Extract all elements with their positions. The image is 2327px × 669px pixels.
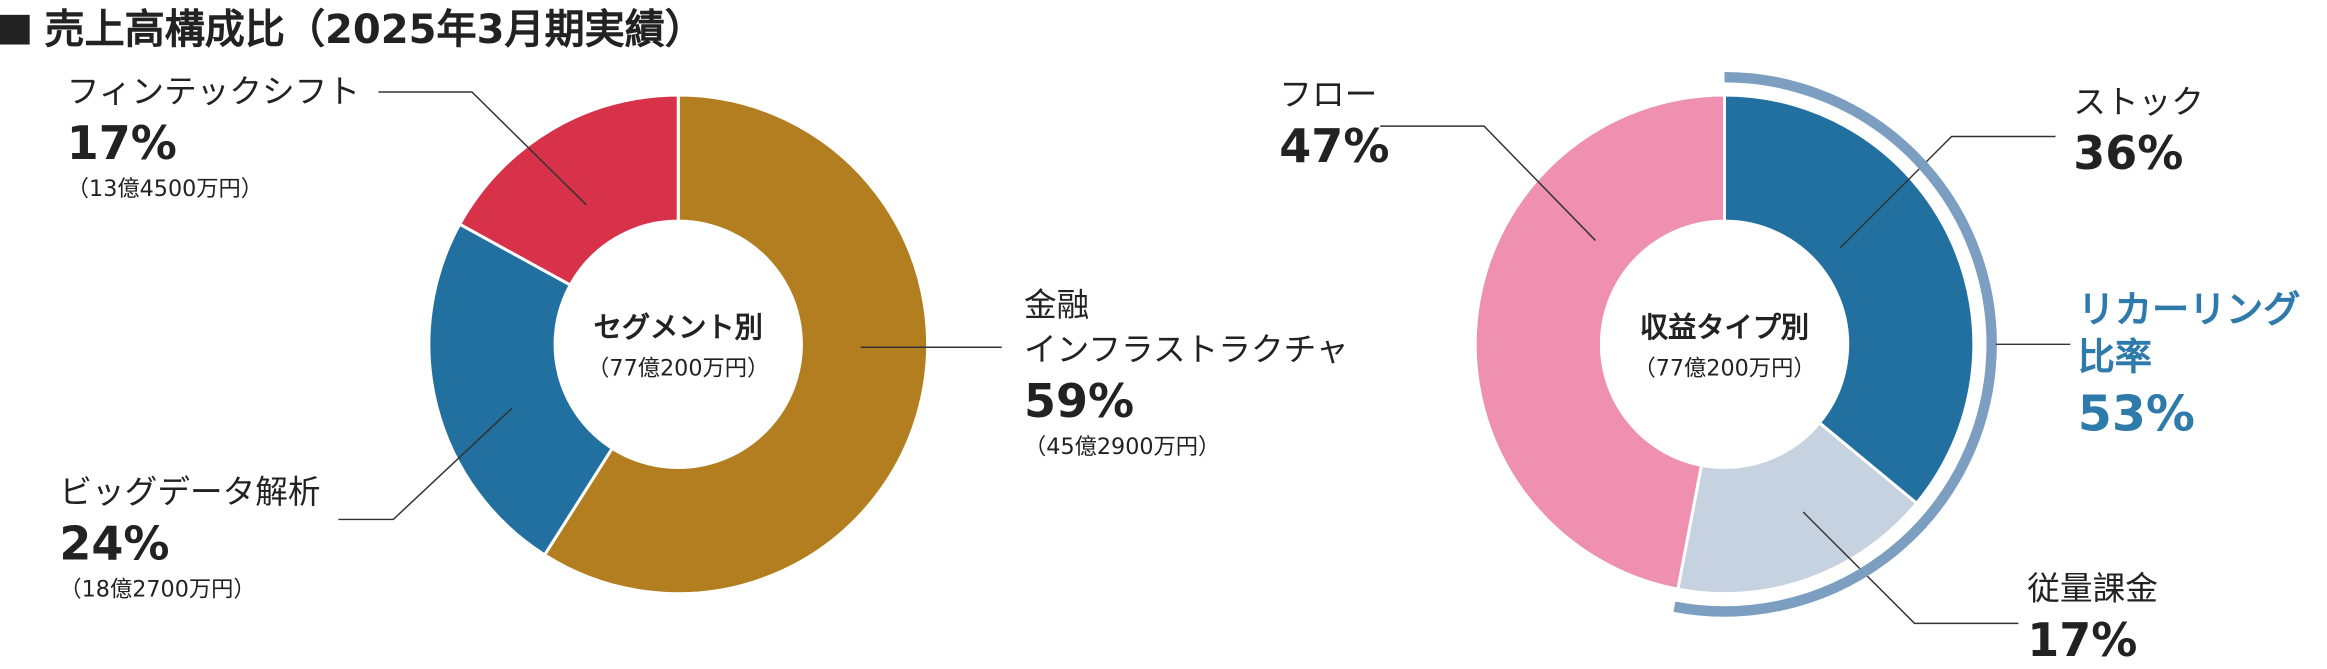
amount-label: （13億4500万円） [66, 175, 264, 202]
category-label: 従量課金 [2027, 571, 2158, 609]
amount-label: （18億2700万円） [59, 575, 256, 603]
annotation-label: リカーリング 比率 53% [2078, 286, 2301, 446]
center-label: 収益タイプ別 [1639, 311, 1810, 345]
value-label: 36% [2073, 127, 2184, 182]
slice-label: ビッグデータ解析 24% （18億2700万円） [59, 472, 320, 606]
annotation-value: 53% [2077, 384, 2195, 443]
value-label: 47% [1279, 120, 1390, 174]
amount-label: （45億2900万円） [1024, 433, 1221, 461]
category-label: 金融 インフラストラクチャ [1024, 287, 1349, 370]
value-label: 59% [1024, 375, 1135, 429]
leader-line [1839, 135, 2056, 249]
leader-line [378, 91, 587, 206]
category-label: ビッグデータ解析 [59, 474, 321, 513]
category-label: ストック [2073, 84, 2204, 122]
value-label: 17% [2027, 614, 2138, 668]
annotation-name: リカーリング 比率 [2077, 287, 2301, 379]
slice-label: 金融 インフラストラクチャ 59% （45億2900万円） [1024, 285, 1349, 463]
donut-segment [542, 93, 930, 596]
center-sublabel: （77億200万円） [1633, 354, 1816, 382]
slice-label: ストック 36% [2073, 82, 2204, 183]
slice-label: フロー 47% [1279, 74, 1389, 175]
slice-label: フィンテックシフト 17% （13億4500万円） [67, 71, 360, 205]
value-label: 17% [66, 117, 177, 171]
center-label-box: 収益タイプ別 （77億200万円） [1591, 306, 1858, 383]
leader-line [1802, 511, 2019, 625]
category-label: フィンテックシフト [66, 74, 360, 112]
donut-segment [457, 93, 680, 287]
page-title-box: 売上高構成比（2025年3月期実績） [0, 0, 705, 55]
donut-segment [1473, 93, 1727, 591]
title-square [0, 14, 30, 45]
donut-segment [427, 222, 615, 557]
value-label: 24% [59, 517, 170, 572]
category-label: フロー [1279, 77, 1378, 115]
donut-segment [1723, 93, 1976, 506]
page-title: 売上高構成比（2025年3月期実績） [44, 7, 705, 54]
leader-line [1380, 125, 1596, 241]
center-label-box: セグメント別 （77億200万円） [545, 306, 812, 383]
slice-label: 従量課金 17% [2027, 568, 2158, 669]
donut-segment [1676, 420, 1919, 596]
center-label: セグメント別 [593, 311, 763, 345]
recurring-arc [1673, 71, 1997, 617]
center-sublabel: （77億200万円） [587, 354, 770, 382]
leader-line [338, 407, 513, 521]
